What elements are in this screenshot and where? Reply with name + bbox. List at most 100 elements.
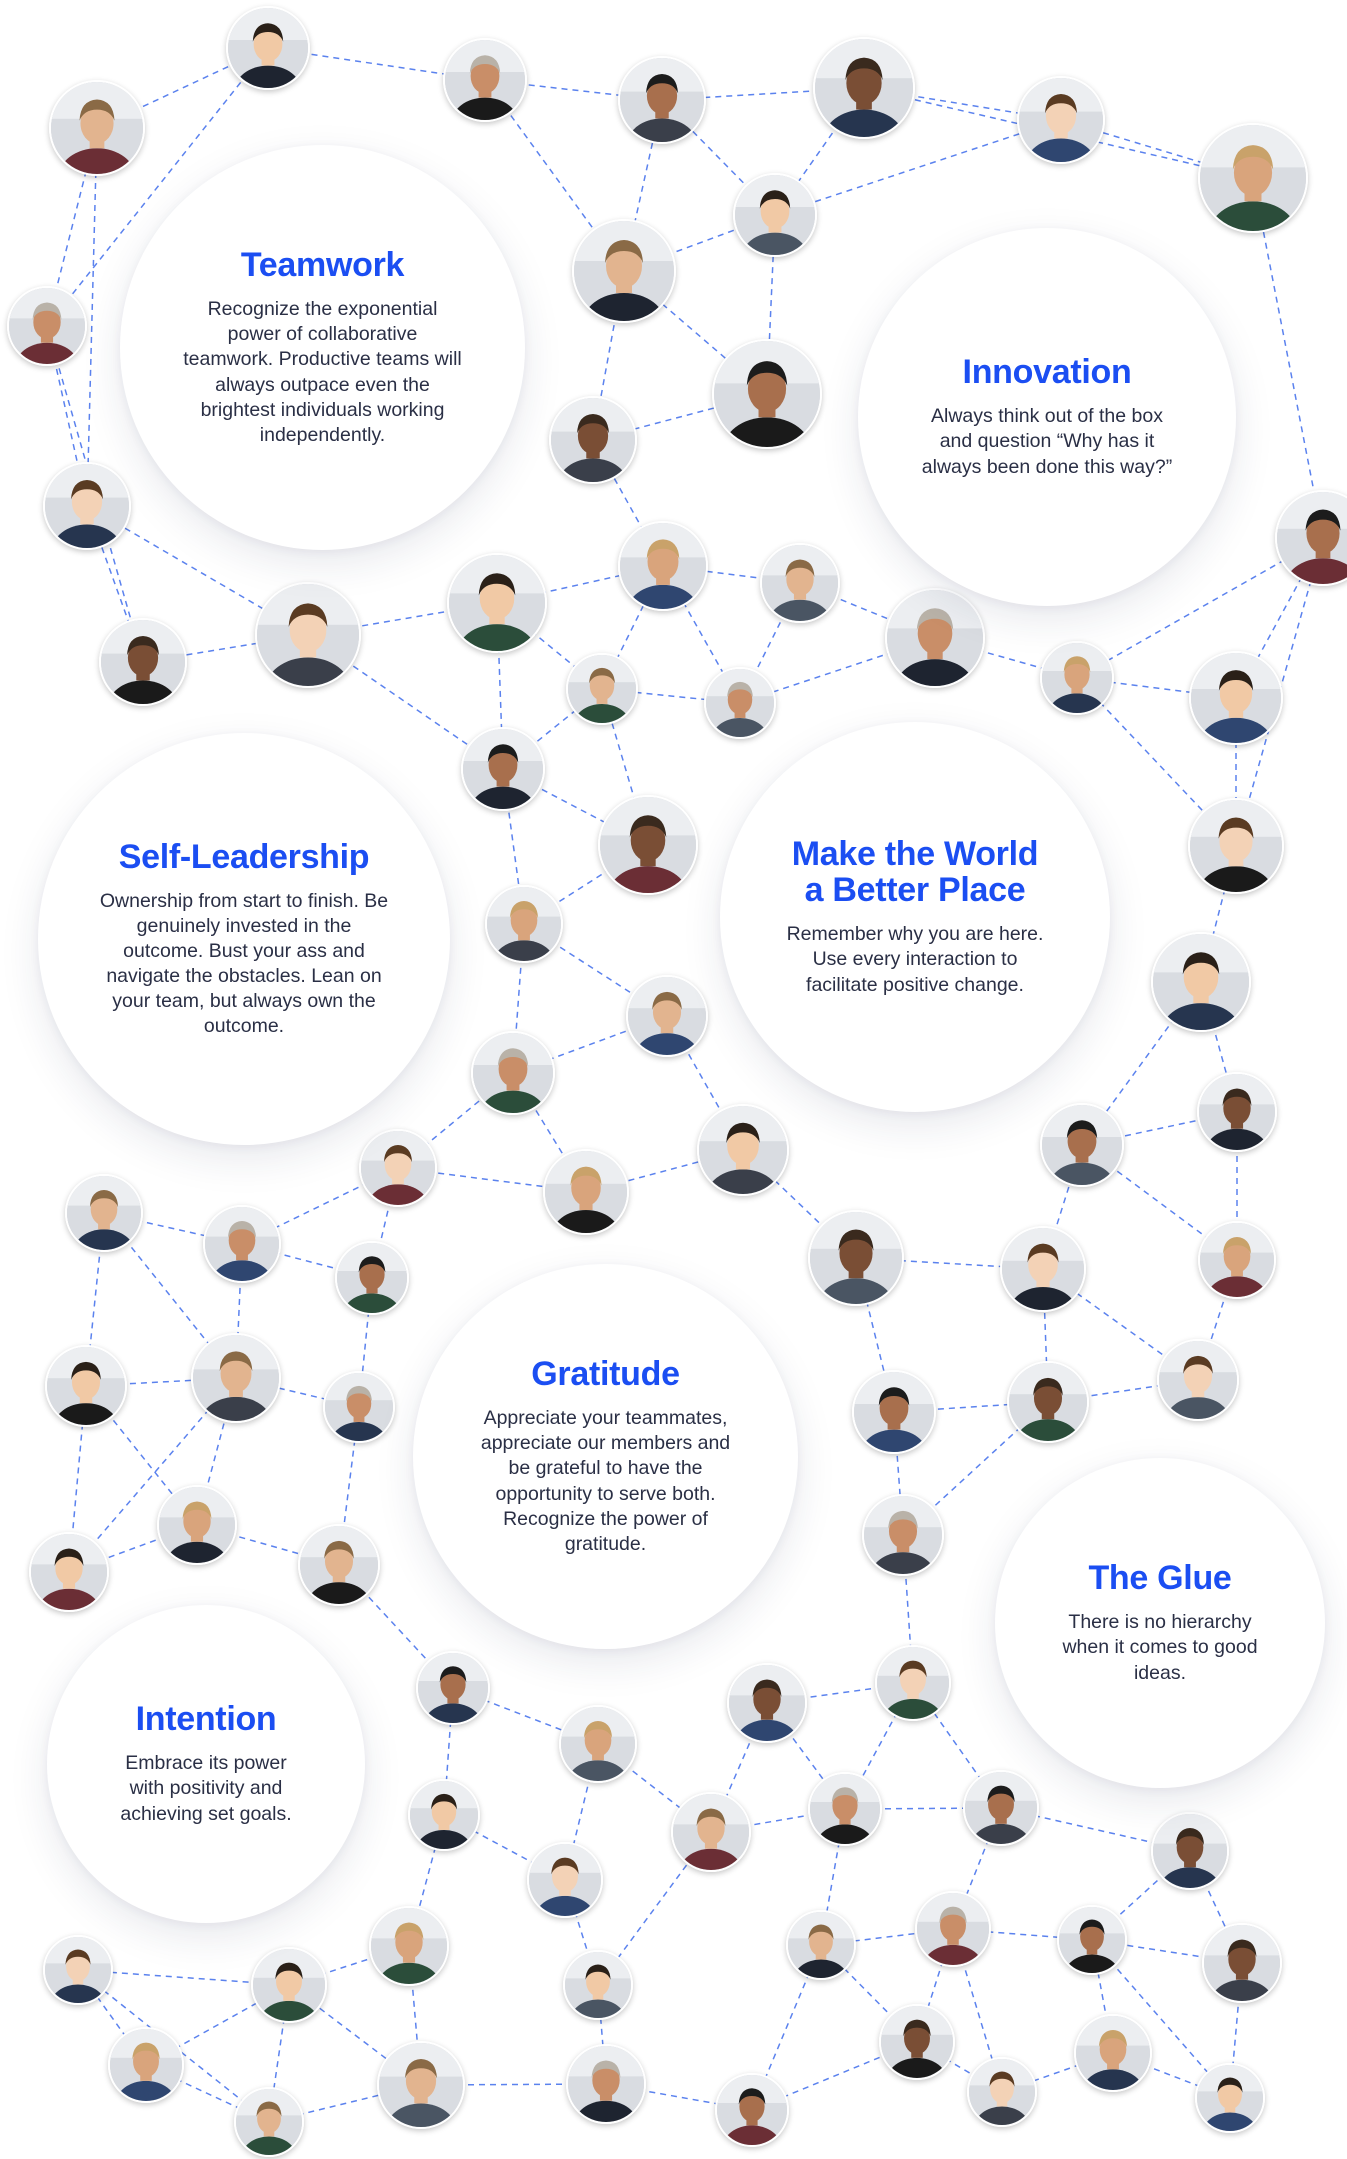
team-member-photo xyxy=(572,219,676,323)
team-member-photo xyxy=(598,795,698,895)
team-member-photo xyxy=(885,588,985,688)
team-member-photo xyxy=(49,80,145,176)
team-member-photo xyxy=(43,462,131,550)
team-member-photo xyxy=(704,667,776,739)
team-member-photo xyxy=(191,1333,281,1423)
connection-line xyxy=(1001,2052,1114,2093)
team-member-photo xyxy=(1188,798,1284,894)
connection-line xyxy=(1252,177,1324,539)
team-member-photo xyxy=(1198,123,1308,233)
team-member-photo xyxy=(1197,1072,1277,1152)
team-member-photo xyxy=(447,553,547,653)
connection-line xyxy=(1091,1939,1114,2054)
team-member-photo xyxy=(335,1241,409,1315)
team-member-photo xyxy=(1189,651,1283,745)
team-member-photo xyxy=(549,396,637,484)
team-member-photo xyxy=(443,38,527,122)
team-member-photo xyxy=(875,1645,951,1721)
value-description: Ownership from start to finish. Be genui… xyxy=(99,889,389,1038)
connection-line xyxy=(77,1969,147,2066)
team-member-photo xyxy=(626,975,708,1057)
team-member-photo xyxy=(915,1891,991,1967)
value-description: Recognize the exponential power of colla… xyxy=(183,298,462,446)
team-member-photo xyxy=(1275,490,1347,586)
value-card-make-the-world: Make the World a Better Place Remember w… xyxy=(720,722,1110,1112)
team-member-photo xyxy=(618,521,708,611)
team-member-photo xyxy=(1040,641,1114,715)
value-card-self-leadership: Self-Leadership Ownership from start to … xyxy=(38,733,450,1145)
team-member-photo xyxy=(1198,1221,1276,1299)
team-member-photo xyxy=(7,286,87,366)
team-member-photo xyxy=(862,1494,944,1576)
team-member-photo xyxy=(671,1792,751,1872)
value-description: There is no hierarchy when it comes to g… xyxy=(1062,1611,1258,1684)
value-card-innovation: Innovation Always think out of the box a… xyxy=(858,228,1236,606)
connection-line xyxy=(592,393,768,441)
team-member-photo xyxy=(359,1129,437,1207)
team-member-photo xyxy=(1195,2063,1265,2133)
team-member-photo xyxy=(813,37,915,139)
value-card-the-glue: The Glue There is no hierarchy when it c… xyxy=(995,1458,1325,1788)
team-member-photo xyxy=(563,1950,633,2020)
connection-line xyxy=(86,127,98,507)
connection-line xyxy=(1235,537,1324,847)
team-member-photo xyxy=(1057,1905,1127,1975)
team-member-photo xyxy=(255,582,361,688)
team-member-photo xyxy=(559,1705,637,1783)
team-member-photo xyxy=(879,2004,955,2080)
team-member-photo xyxy=(808,1210,904,1306)
value-card-gratitude: Gratitude Appreciate your teammates, app… xyxy=(413,1264,798,1649)
value-description: Always think out of the box and question… xyxy=(921,405,1173,478)
team-member-photo xyxy=(712,339,822,449)
team-member-photo xyxy=(715,2073,789,2147)
team-member-photo xyxy=(461,727,545,811)
team-member-photo xyxy=(369,1906,449,1986)
team-member-photo xyxy=(203,1205,281,1283)
connection-line xyxy=(46,325,144,663)
team-member-photo xyxy=(108,2027,184,2103)
team-member-photo xyxy=(1202,1923,1282,2003)
value-title: Make the World a Better Place xyxy=(791,835,1039,910)
team-member-photo xyxy=(157,1485,237,1565)
team-member-photo xyxy=(45,1345,127,1427)
team-member-photo xyxy=(226,6,310,90)
connection-line xyxy=(46,325,88,507)
value-card-teamwork: Teamwork Recognize the exponential power… xyxy=(120,145,525,550)
value-title: Self-Leadership xyxy=(118,837,370,876)
team-member-photo xyxy=(1017,76,1105,164)
team-member-photo xyxy=(251,1947,327,2023)
connection-line xyxy=(1235,537,1324,699)
team-member-photo xyxy=(566,653,638,725)
team-member-photo xyxy=(99,618,187,706)
team-member-photo xyxy=(967,2057,1037,2127)
team-member-photo xyxy=(566,2044,646,2124)
team-member-photo xyxy=(1151,1812,1229,1890)
value-title: Innovation xyxy=(962,353,1132,392)
connection-line xyxy=(774,119,1062,216)
team-member-photo xyxy=(760,543,840,623)
team-member-photo xyxy=(43,1935,113,2005)
value-description: Embrace its power with positivity and ac… xyxy=(120,1752,292,1825)
team-member-photo xyxy=(852,1370,936,1454)
team-member-photo xyxy=(543,1149,629,1235)
team-member-photo xyxy=(471,1031,555,1115)
team-member-photo xyxy=(727,1663,807,1743)
team-member-photo xyxy=(1074,2014,1152,2092)
connection-line xyxy=(371,1167,399,1279)
connection-line xyxy=(916,1928,954,2043)
team-member-photo xyxy=(527,1842,603,1918)
team-member-photo xyxy=(323,1371,395,1443)
value-card-intention: Intention Embrace its power with positiv… xyxy=(47,1605,365,1923)
value-title: Gratitude xyxy=(531,1355,680,1394)
team-member-photo xyxy=(1000,1226,1086,1312)
team-member-photo xyxy=(377,2041,465,2129)
team-member-photo xyxy=(408,1779,480,1851)
team-member-photo xyxy=(29,1532,109,1612)
connection-line xyxy=(751,1944,822,2111)
value-title: Intention xyxy=(135,1700,277,1739)
team-member-photo xyxy=(618,56,706,144)
team-member-photo xyxy=(733,173,817,257)
team-member-photo xyxy=(234,2087,304,2157)
team-member-photo xyxy=(65,1174,143,1252)
connection-line xyxy=(766,214,776,395)
